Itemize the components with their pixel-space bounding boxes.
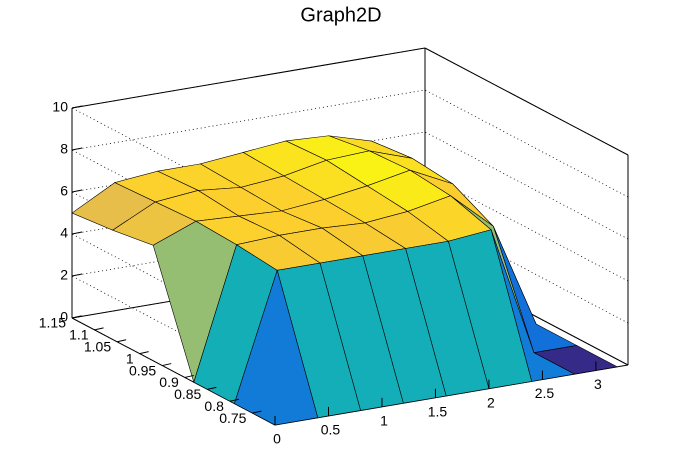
x-tick-label: 2 <box>487 394 495 410</box>
surface-cell <box>234 269 319 426</box>
z-tick-mark <box>71 231 83 235</box>
y-tick <box>207 386 217 390</box>
x-tick-label: 2.5 <box>535 385 555 401</box>
grid-line <box>70 89 629 258</box>
y-tick <box>184 374 194 378</box>
y-tick-label: 0.85 <box>174 386 201 402</box>
y-tick <box>162 363 172 367</box>
z-tick-label: 0 <box>60 309 68 325</box>
y-tick <box>71 315 82 319</box>
y-tick <box>139 351 149 355</box>
z-tick-mark <box>71 147 83 151</box>
box-edge <box>424 47 629 156</box>
y-tick-label: 1.15 <box>39 315 66 331</box>
x-tick-label: 0.5 <box>321 422 341 438</box>
z-tick-label: 4 <box>60 225 68 241</box>
y-tick-label: 1.05 <box>84 338 111 354</box>
z-tick-label: 6 <box>60 183 68 199</box>
x-tick-label: 1 <box>380 413 388 429</box>
z-tick-label: 8 <box>60 141 68 157</box>
chart-title: Graph2D <box>300 4 381 26</box>
z-tick-mark <box>71 273 83 277</box>
y-tick <box>252 410 262 414</box>
z-tick-label: 10 <box>52 99 68 115</box>
y-tick <box>94 327 104 331</box>
x-tick-label: 0 <box>273 431 281 447</box>
grid-line <box>70 47 629 216</box>
y-tick-label: 0.95 <box>129 362 156 378</box>
z-tick-label: 2 <box>60 267 68 283</box>
y-tick <box>229 398 239 402</box>
y-tick <box>117 339 127 343</box>
y-tick-label: 0.9 <box>159 374 179 390</box>
y-tick-label: 1.1 <box>69 327 89 343</box>
x-tick-label: 3 <box>594 376 602 392</box>
z-tick-mark <box>71 105 83 109</box>
x-tick-label: 1.5 <box>428 403 448 419</box>
y-tick-label: 0.8 <box>204 398 224 414</box>
y-tick-label: 0.75 <box>219 410 246 426</box>
z-tick-mark <box>71 189 83 193</box>
y-tick-label: 1 <box>126 350 134 366</box>
